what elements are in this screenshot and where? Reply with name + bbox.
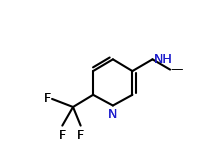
Text: —: — (170, 63, 182, 76)
Text: N: N (108, 108, 118, 122)
Text: F: F (59, 129, 66, 141)
Text: F: F (77, 129, 84, 141)
Text: F: F (43, 92, 51, 105)
Text: NH: NH (154, 53, 173, 66)
Text: F: F (59, 129, 66, 141)
Text: F: F (43, 92, 51, 105)
Text: NH: NH (154, 53, 173, 66)
Text: N: N (108, 108, 118, 122)
Text: F: F (77, 129, 84, 141)
